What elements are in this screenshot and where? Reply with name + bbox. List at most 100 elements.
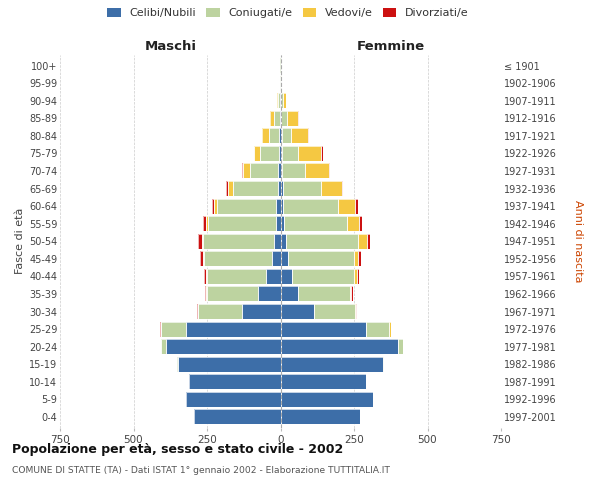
Bar xyxy=(199,234,202,248)
Bar xyxy=(198,304,242,319)
Bar xyxy=(278,164,281,178)
Bar xyxy=(203,252,204,266)
Bar xyxy=(286,234,358,248)
Bar xyxy=(226,181,227,196)
Bar xyxy=(275,216,281,231)
Bar xyxy=(358,252,361,266)
Bar xyxy=(389,322,391,336)
Bar xyxy=(161,322,187,336)
Bar xyxy=(207,286,259,302)
Bar xyxy=(322,146,323,161)
Bar xyxy=(233,181,278,196)
Bar xyxy=(281,198,283,214)
Bar xyxy=(212,198,214,214)
Text: Maschi: Maschi xyxy=(144,40,196,53)
Bar xyxy=(354,269,357,284)
Bar xyxy=(281,374,366,390)
Bar xyxy=(281,216,284,231)
Bar xyxy=(281,392,373,407)
Bar xyxy=(161,339,166,354)
Bar xyxy=(281,286,298,302)
Bar xyxy=(260,146,280,161)
Bar xyxy=(200,252,203,266)
Y-axis label: Fasce di età: Fasce di età xyxy=(14,208,25,274)
Bar xyxy=(281,322,366,336)
Bar xyxy=(358,252,361,266)
Bar xyxy=(281,128,282,144)
Bar xyxy=(280,146,281,161)
Bar xyxy=(226,181,227,196)
Bar xyxy=(254,146,260,161)
Bar xyxy=(242,304,281,319)
Bar xyxy=(274,234,281,248)
Bar xyxy=(298,286,350,302)
Bar xyxy=(281,269,292,284)
Bar xyxy=(281,146,298,161)
Bar xyxy=(281,252,288,266)
Bar xyxy=(292,269,354,284)
Bar xyxy=(243,164,250,178)
Bar xyxy=(321,181,341,196)
Bar xyxy=(286,234,358,248)
Bar xyxy=(187,392,281,407)
Bar xyxy=(281,93,283,108)
Bar xyxy=(359,216,362,231)
Bar xyxy=(281,339,398,354)
Bar xyxy=(347,216,359,231)
Bar xyxy=(278,181,281,196)
Bar xyxy=(242,164,243,178)
Bar xyxy=(356,304,357,319)
Bar xyxy=(341,181,343,196)
Bar xyxy=(190,374,281,390)
Bar xyxy=(357,269,359,284)
Bar xyxy=(284,216,347,231)
Bar xyxy=(283,198,338,214)
Bar xyxy=(283,181,321,196)
Bar xyxy=(341,181,343,196)
Bar xyxy=(166,339,281,354)
Bar xyxy=(207,269,266,284)
Bar xyxy=(367,234,370,248)
Bar xyxy=(281,357,383,372)
Bar xyxy=(282,128,291,144)
Bar xyxy=(281,392,373,407)
Bar xyxy=(282,164,305,178)
Bar xyxy=(275,216,281,231)
Bar xyxy=(281,111,287,126)
Bar xyxy=(250,164,278,178)
Bar xyxy=(207,286,259,302)
Bar xyxy=(203,252,204,266)
Y-axis label: Anni di nascita: Anni di nascita xyxy=(574,200,583,282)
Bar xyxy=(194,410,281,424)
Bar xyxy=(269,128,280,144)
Bar xyxy=(305,164,329,178)
Bar xyxy=(200,252,203,266)
Bar xyxy=(259,286,281,302)
Bar xyxy=(217,198,276,214)
Bar xyxy=(281,322,366,336)
Bar xyxy=(269,128,280,144)
Bar xyxy=(202,234,203,248)
Bar xyxy=(367,234,370,248)
Bar xyxy=(351,286,353,302)
Bar xyxy=(280,128,281,144)
Bar xyxy=(262,128,269,144)
Bar xyxy=(269,111,274,126)
Bar xyxy=(194,410,281,424)
Bar xyxy=(277,93,278,108)
Bar xyxy=(207,269,266,284)
Bar xyxy=(233,181,278,196)
Bar xyxy=(283,93,286,108)
Legend: Celibi/Nubili, Coniugati/e, Vedovi/e, Divorziati/e: Celibi/Nubili, Coniugati/e, Vedovi/e, Di… xyxy=(105,6,471,20)
Bar xyxy=(199,234,202,248)
Bar xyxy=(338,198,355,214)
Bar xyxy=(278,164,281,178)
Bar xyxy=(398,339,403,354)
Bar xyxy=(281,164,282,178)
Bar xyxy=(350,286,351,302)
Bar xyxy=(166,339,281,354)
Bar xyxy=(187,322,281,336)
Bar xyxy=(205,286,206,302)
Bar xyxy=(161,322,187,336)
Bar xyxy=(354,252,358,266)
